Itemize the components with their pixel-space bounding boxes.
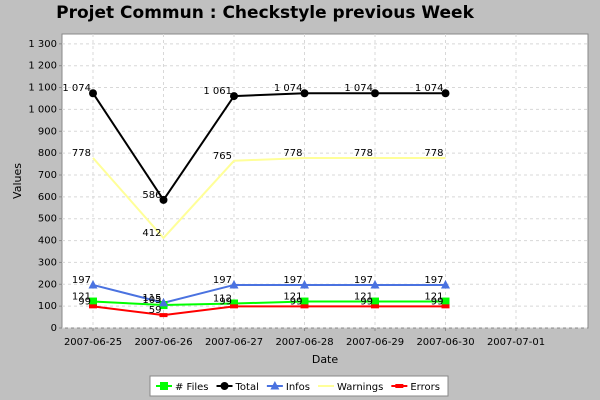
x-tick-label: 2007-06-30 (416, 337, 474, 348)
y-tick-label: 600 (38, 192, 57, 203)
legend-label: Errors (410, 382, 440, 393)
marker (89, 297, 97, 306)
marker (89, 304, 97, 309)
marker (441, 89, 450, 98)
data-label: 1 061 (203, 86, 232, 97)
x-tick-label: 2007-06-27 (205, 337, 263, 348)
marker (300, 279, 309, 289)
data-label: 586 (142, 190, 161, 201)
marker (229, 279, 239, 289)
marker (159, 195, 168, 204)
marker (371, 304, 379, 309)
y-tick-label: 500 (38, 214, 57, 225)
marker (270, 381, 280, 390)
data-label: 99 (290, 296, 303, 307)
y-axis-title: Values (11, 163, 24, 199)
y-tick-label: 900 (38, 126, 57, 137)
series-line (92, 156, 446, 240)
data-label: 197 (72, 275, 91, 286)
data-label: 197 (283, 275, 302, 286)
series-line (92, 300, 446, 307)
marker (230, 304, 238, 309)
y-tick-label: 300 (38, 257, 57, 268)
data-label: 778 (72, 148, 91, 159)
y-tick-label: 400 (38, 236, 57, 247)
data-label: 99 (78, 296, 91, 307)
marker (300, 297, 309, 306)
data-label: 778 (424, 148, 443, 159)
series-line (92, 305, 446, 317)
marker (441, 304, 450, 309)
marker (160, 382, 168, 390)
plot-area (61, 33, 589, 329)
marker (88, 279, 98, 289)
marker (159, 297, 168, 307)
y-tick-label: 1 000 (28, 104, 57, 115)
data-label: 1 074 (62, 83, 91, 94)
marker (441, 297, 450, 306)
data-label: 121 (283, 292, 302, 303)
y-tick-label: 1 100 (28, 83, 57, 94)
data-label: 121 (424, 292, 443, 303)
x-tick-label: 2007-06-29 (346, 337, 404, 348)
y-tick-label: 200 (38, 279, 57, 290)
data-label: 1 074 (415, 83, 444, 94)
x-tick-label: 2007-06-28 (275, 337, 333, 348)
data-label: 778 (354, 148, 373, 159)
data-label: 121 (354, 292, 373, 303)
y-tick-label: 1 300 (28, 39, 57, 50)
marker (300, 304, 309, 309)
marker (159, 313, 168, 318)
legend-label: Warnings (337, 382, 383, 393)
x-axis-title: Date (312, 353, 339, 366)
data-label: 99 (431, 296, 444, 307)
data-label: 121 (72, 292, 91, 303)
data-label: 112 (213, 294, 232, 305)
marker (371, 297, 379, 306)
data-label: 412 (142, 228, 161, 239)
legend-label: Infos (286, 382, 310, 393)
data-label: 197 (213, 275, 232, 286)
data-label: 105 (142, 295, 161, 306)
marker (300, 89, 309, 98)
chart-title: Projet Commun : Checkstyle previous Week (56, 3, 474, 23)
marker (220, 382, 229, 390)
y-tick-label: 0 (51, 323, 57, 334)
marker (371, 89, 379, 98)
data-label: 197 (424, 275, 443, 286)
x-tick-label: 2007-07-01 (487, 337, 545, 348)
data-label: 778 (283, 148, 302, 159)
marker (230, 92, 238, 101)
legend-box (149, 375, 449, 397)
data-label: 197 (354, 275, 373, 286)
series-line (92, 283, 446, 304)
legend-label: Total (235, 382, 259, 393)
x-tick-label: 2007-06-26 (134, 337, 192, 348)
marker (441, 279, 450, 289)
marker (395, 384, 404, 388)
data-label: 99 (360, 296, 373, 307)
data-label: 1 074 (344, 83, 373, 94)
series-line (92, 92, 446, 202)
data-label: 1 074 (274, 83, 303, 94)
legend-label: # Files (175, 382, 209, 393)
data-label: 765 (213, 151, 232, 162)
x-tick-label: 2007-06-25 (64, 337, 122, 348)
data-label: 115 (142, 293, 161, 304)
data-label: 99 (219, 296, 232, 307)
marker (370, 279, 380, 289)
y-tick-label: 700 (38, 170, 57, 181)
data-label: 59 (149, 305, 162, 316)
marker (230, 299, 238, 308)
y-tick-label: 800 (38, 148, 57, 159)
y-tick-label: 1 200 (28, 61, 57, 72)
marker (89, 89, 97, 98)
y-tick-label: 100 (38, 301, 57, 312)
